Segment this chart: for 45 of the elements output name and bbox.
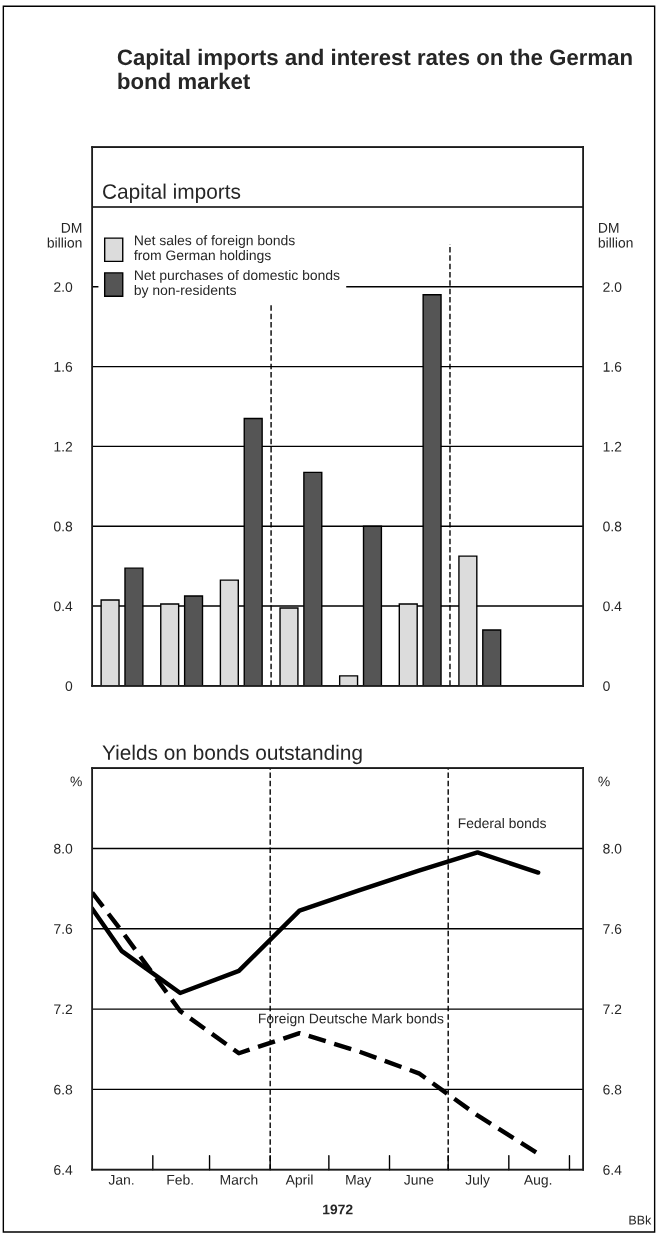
- y2-tick-label: 2.0: [603, 282, 622, 292]
- legend-label: Net purchases of domestic bonds by non-residents: [134, 269, 340, 298]
- y2-tick-label: 0.4: [603, 601, 622, 612]
- series-label: Foreign Deutsche Mark bonds: [259, 1013, 444, 1027]
- y-tick-label: 8.0: [54, 843, 73, 854]
- x-tick-label: Aug.: [523, 1175, 552, 1188]
- y2-tick-label: 7.6: [603, 924, 622, 934]
- y-tick-label: 0: [65, 681, 73, 692]
- text: Federal bonds: [458, 817, 547, 829]
- y2-axis-title: DM billion: [598, 223, 633, 248]
- x-tick-label: July: [465, 1174, 490, 1188]
- y-tick-label: 0.8: [53, 521, 73, 532]
- y2-tick-label: 1.2: [603, 441, 622, 452]
- x-tick-label: Jan.: [108, 1175, 134, 1185]
- y-tick-label: 7.2: [54, 1004, 73, 1015]
- y2-tick-label: 6.4: [603, 1165, 622, 1175]
- text: BBk: [629, 1215, 652, 1225]
- y2-axis-title: %: [598, 776, 610, 787]
- y-axis-title: DM billion: [47, 223, 82, 248]
- y-tick-label: 0.4: [53, 601, 73, 612]
- y-tick-label: 1.2: [54, 441, 73, 452]
- y2-tick-label: 6.8: [603, 1084, 622, 1095]
- y-tick-label: 2.0: [54, 282, 73, 292]
- y-axis-title: %: [70, 776, 82, 787]
- y-tick-label: 7.6: [54, 924, 73, 934]
- text: Capital imports: [103, 183, 241, 204]
- y2-tick-label: 8.0: [603, 843, 622, 854]
- y2-tick-label: 1.6: [603, 361, 622, 372]
- bar: [338, 675, 359, 686]
- bar: [482, 629, 502, 686]
- x-tick-label: April: [285, 1174, 313, 1188]
- x-tick-label: March: [220, 1174, 258, 1185]
- y-tick-label: 6.8: [54, 1084, 73, 1095]
- x-axis-title: 1972: [323, 1204, 353, 1215]
- legend-label: Net sales of foreign bonds from German holdings: [134, 235, 295, 263]
- y2-tick-label: 0.8: [603, 521, 622, 532]
- y-tick-label: 1.6: [54, 361, 73, 372]
- y2-tick-label: 7.2: [603, 1004, 622, 1015]
- x-tick-label: June: [404, 1175, 434, 1185]
- chart-title: Capital imports and interest rates on the German bond market: [117, 48, 632, 90]
- x-tick-label: May: [346, 1175, 372, 1188]
- chart-subtitle: Yields on bonds outstanding: [102, 744, 362, 765]
- y-tick-label: 6.4: [54, 1165, 73, 1175]
- y2-tick-label: 0: [603, 681, 610, 692]
- x-tick-label: Feb.: [167, 1174, 193, 1185]
